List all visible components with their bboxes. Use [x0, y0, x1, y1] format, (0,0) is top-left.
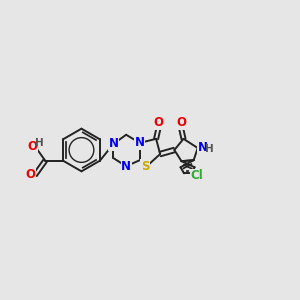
- Text: O: O: [154, 116, 164, 129]
- Text: Cl: Cl: [191, 169, 204, 182]
- Text: H: H: [35, 138, 44, 148]
- Text: O: O: [176, 116, 186, 129]
- Text: S: S: [141, 160, 149, 173]
- Text: N: N: [198, 142, 208, 154]
- Text: O: O: [28, 140, 38, 153]
- Text: N: N: [108, 137, 118, 150]
- Text: N: N: [135, 136, 145, 149]
- Text: H: H: [205, 145, 214, 154]
- Text: O: O: [25, 168, 35, 182]
- Text: N: N: [121, 160, 131, 173]
